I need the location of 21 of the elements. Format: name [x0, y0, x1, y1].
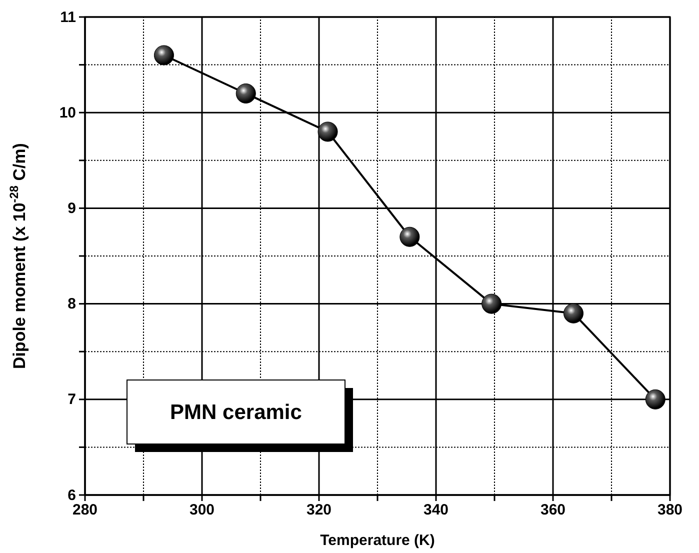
point [645, 389, 666, 410]
point [236, 83, 256, 104]
point [318, 122, 338, 142]
x-tick-label: 280 [72, 502, 98, 519]
y-tick-label: 11 [60, 8, 76, 26]
x-tick-label: 360 [540, 502, 566, 519]
x-tick-label: 300 [189, 502, 215, 519]
annotation: PMN ceramic [170, 401, 302, 424]
x-axis-title: Temperature (K) [320, 532, 435, 549]
x-tick-label: 380 [657, 502, 683, 519]
point [400, 226, 420, 247]
y-tick-label: 8 [68, 296, 76, 313]
y-tick-label: 10 [59, 104, 76, 122]
point [154, 45, 174, 66]
x-tick-label: 340 [423, 502, 449, 519]
point [482, 294, 502, 314]
x-tick-label: 320 [306, 502, 332, 519]
point [563, 303, 584, 324]
y-tick-label: 9 [68, 200, 76, 217]
y-tick-label: 6 [68, 486, 76, 504]
y-tick-label: 7 [68, 391, 76, 408]
